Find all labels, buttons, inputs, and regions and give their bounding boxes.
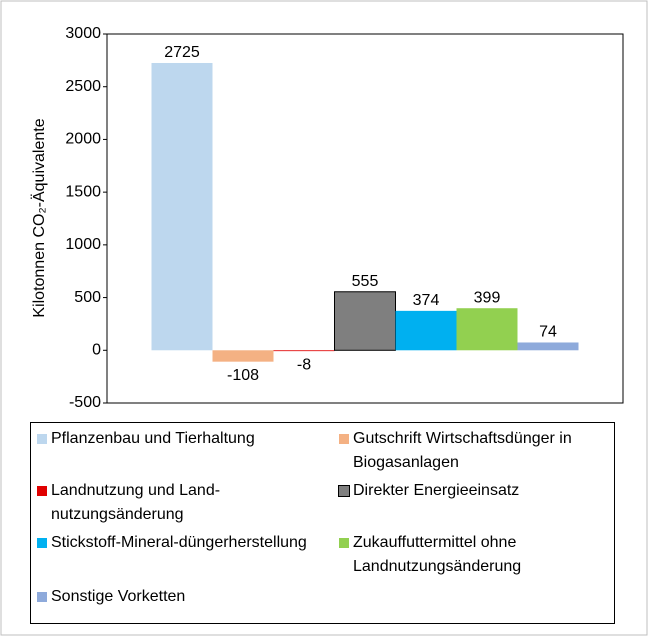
- legend: Pflanzenbau und Tierhaltung Gutschrift Wi…: [30, 422, 615, 624]
- data-label: 399: [474, 289, 501, 306]
- bar: [212, 350, 274, 362]
- legend-label: Direkter Energieeinsatz: [353, 482, 520, 499]
- legend-entry: Pflanzenbau und Tierhaltung: [37, 427, 319, 451]
- legend-label: Sonstige Vorketten: [51, 588, 186, 605]
- bar: [151, 62, 213, 351]
- legend-swatch: [338, 485, 350, 497]
- data-label: -8: [297, 356, 311, 373]
- legend-entry: Direkter Energieeinsatz: [338, 479, 621, 503]
- y-tick-label: -500: [69, 394, 101, 411]
- legend-swatch: [37, 486, 47, 496]
- y-tick-label: 3000: [65, 25, 101, 42]
- legend-entry: Stickstoff-Mineral-düngerherstellung: [37, 531, 319, 555]
- bar: [334, 291, 396, 351]
- bar: [273, 350, 335, 352]
- bar: [456, 308, 518, 351]
- data-label: 2725: [164, 44, 200, 61]
- legend-swatch: [37, 538, 47, 548]
- legend-label: Stickstoff-Mineral-düngerherstellung: [51, 534, 307, 551]
- data-label: 374: [413, 292, 440, 309]
- y-tick-label: 0: [92, 342, 101, 359]
- legend-swatch: [339, 434, 349, 444]
- data-label: 74: [539, 324, 557, 341]
- legend-entry: Gutschrift Wirtschaftsdünger in Biogasan…: [339, 427, 621, 475]
- legend-label: Landnutzung und Land-nutzungsänderung: [51, 482, 221, 523]
- legend-label: Pflanzenbau und Tierhaltung: [51, 430, 255, 447]
- legend-entry: Landnutzung und Land-nutzungsänderung: [37, 479, 319, 527]
- bar: [517, 342, 579, 351]
- legend-entry: Zukauffuttermittel ohne Landnutzungsände…: [339, 531, 621, 579]
- y-tick-label: 2000: [65, 131, 101, 148]
- data-label: -108: [227, 367, 259, 384]
- bar: [395, 310, 457, 351]
- legend-swatch: [37, 592, 47, 602]
- legend-entry: Sonstige Vorketten: [37, 585, 319, 609]
- legend-label: Zukauffuttermittel ohne Landnutzungsände…: [353, 534, 522, 575]
- legend-swatch: [339, 538, 349, 548]
- y-axis-label: Kilotonnen CO₂-Äquivalente: [30, 118, 48, 317]
- y-tick-label: 500: [74, 289, 101, 306]
- y-tick-label: 1500: [65, 183, 101, 200]
- legend-swatch: [37, 434, 47, 444]
- plot-frame: [106, 33, 624, 404]
- legend-label: Gutschrift Wirtschaftsdünger in Biogasan…: [353, 430, 572, 471]
- data-label: 555: [352, 273, 379, 290]
- y-tick-label: 1000: [65, 236, 101, 253]
- y-tick-label: 2500: [65, 78, 101, 95]
